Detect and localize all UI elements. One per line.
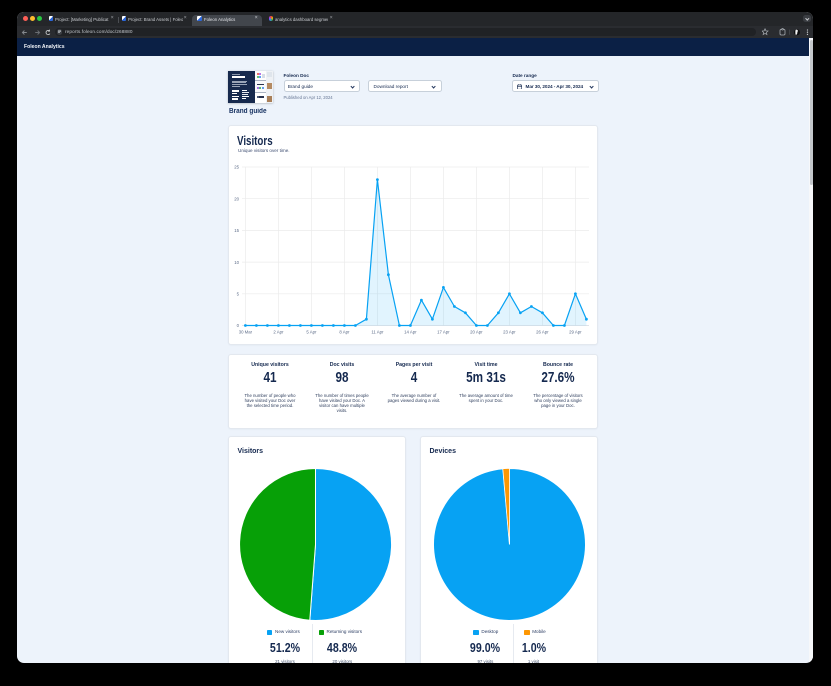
svg-text:11 Apr: 11 Apr [371, 330, 384, 335]
svg-text:20: 20 [234, 196, 239, 201]
svg-text:25: 25 [234, 165, 239, 170]
svg-text:23 Apr: 23 Apr [503, 330, 516, 335]
svg-text:0: 0 [237, 323, 240, 328]
svg-text:20 Apr: 20 Apr [470, 330, 483, 335]
svg-text:5 Apr: 5 Apr [306, 330, 317, 335]
svg-text:10: 10 [234, 260, 239, 265]
svg-text:30 Mar: 30 Mar [239, 330, 253, 335]
svg-text:17 Apr: 17 Apr [437, 330, 450, 335]
svg-text:2 Apr: 2 Apr [273, 330, 284, 335]
svg-text:15: 15 [234, 228, 239, 233]
svg-text:26 Apr: 26 Apr [536, 330, 549, 335]
svg-text:29 Apr: 29 Apr [569, 330, 582, 335]
svg-text:14 Apr: 14 Apr [404, 330, 417, 335]
svg-text:5: 5 [237, 292, 240, 297]
svg-text:8 Apr: 8 Apr [339, 330, 350, 335]
